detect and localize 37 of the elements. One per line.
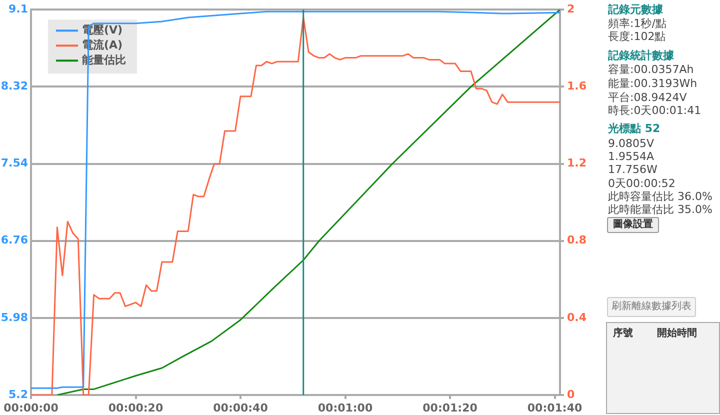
text: 刷新離線數據列表 <box>607 297 696 317</box>
text: 此時能量估比 35.0% <box>608 203 712 216</box>
y2-tick-label: 0.8 <box>567 234 586 247</box>
x-tick-label: 00:00:00 <box>4 401 59 414</box>
y-tick-label: 8.32 <box>0 80 28 93</box>
x-tick-label: 00:01:40 <box>527 401 582 414</box>
x-tick-label: 00:00:40 <box>213 401 268 414</box>
text: 能量:00.3193Wh <box>608 77 698 90</box>
text: 光標點 52 <box>608 122 660 135</box>
y-tick-label: 5.2 <box>8 388 28 401</box>
y2-tick-label: 2 <box>567 2 575 16</box>
text: 記錄元數據 <box>608 3 663 16</box>
y-tick-label: 7.54 <box>0 156 28 170</box>
text: 此時容量估比 36.0% <box>608 190 712 203</box>
y2-tick-label: 1.6 <box>567 80 587 93</box>
y-tick-label: 9.1 <box>8 2 28 16</box>
x-tick-label: 00:01:00 <box>318 401 373 414</box>
text: 圖像設置 <box>607 217 659 233</box>
x-tick-label: 00:00:20 <box>108 401 164 414</box>
y2-tick-label: 0.4 <box>567 310 587 324</box>
text: 序號 <box>613 326 633 340</box>
text: 0天00:00:52 <box>608 177 676 190</box>
text: 開始時間 <box>657 326 697 340</box>
text: 頻率:1秒/點 <box>608 17 666 30</box>
text: 1.9554A <box>608 150 654 163</box>
y2-tick-label: 0 <box>567 388 575 401</box>
text: 容量:00.0357Ah <box>608 63 694 76</box>
text: 平台:08.9424V <box>608 91 687 104</box>
text: 記錄統計數據 <box>608 49 674 62</box>
x-tick-label: 00:01:20 <box>422 401 478 414</box>
text: 17.756W <box>608 163 658 176</box>
text: 9.0805V <box>608 137 654 150</box>
y-tick-label: 6.76 <box>0 234 28 247</box>
y2-tick-label: 1.2 <box>567 156 586 170</box>
text: 長度:102點 <box>608 30 666 43</box>
text: 時長:0天00:01:41 <box>608 104 702 117</box>
y-tick-label: 5.98 <box>0 310 28 324</box>
